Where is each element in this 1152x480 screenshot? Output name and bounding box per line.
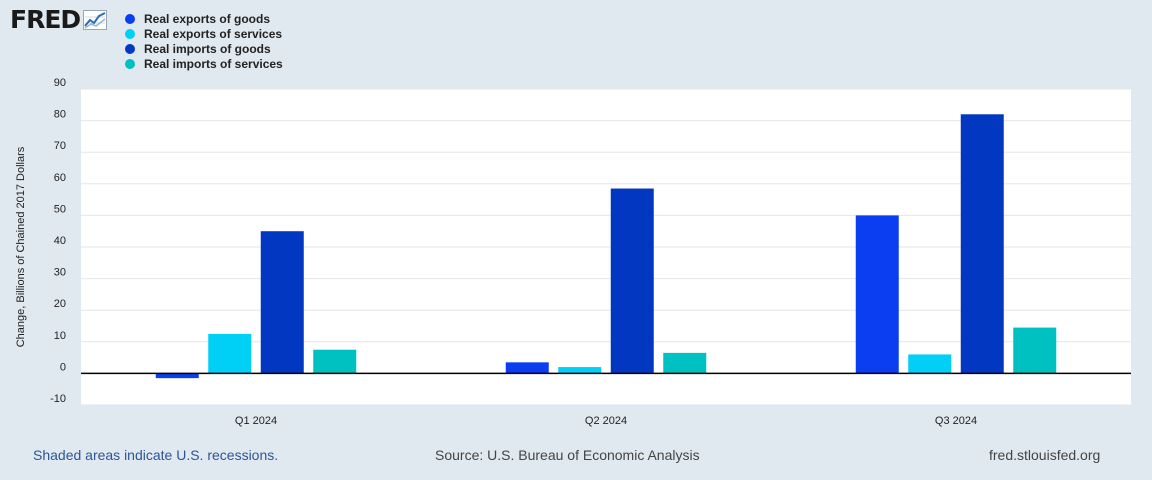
legend-item[interactable]: Real imports of goods (125, 41, 283, 56)
legend-label: Real imports of goods (144, 41, 271, 56)
bar (908, 354, 952, 374)
chart-legend: Real exports of goods Real exports of ser… (125, 11, 283, 71)
bar (610, 188, 654, 374)
y-tick-label: 10 (54, 330, 66, 342)
bar (208, 333, 252, 374)
site-link[interactable]: fred.stlouisfed.org (989, 447, 1101, 463)
legend-item[interactable]: Real exports of services (125, 26, 283, 41)
bar (1013, 327, 1057, 374)
y-tick-label: 0 (60, 361, 66, 373)
y-tick-label: 30 (54, 267, 66, 279)
y-tick-label: 70 (54, 140, 66, 152)
y-tick-label: 80 (54, 109, 66, 121)
y-tick-label: 20 (54, 298, 66, 310)
y-tick-label: 50 (54, 203, 66, 215)
bar (855, 215, 899, 374)
bar (313, 349, 357, 374)
legend-swatch (125, 13, 135, 24)
bar (505, 362, 549, 374)
bar (155, 373, 199, 379)
legend-label: Real exports of services (144, 26, 283, 41)
recession-note: Shaded areas indicate U.S. recessions. (33, 447, 279, 463)
legend-swatch (125, 43, 135, 54)
legend-item[interactable]: Real imports of services (125, 56, 283, 71)
bar (960, 114, 1004, 374)
legend-label: Real imports of services (144, 56, 283, 71)
legend-swatch (125, 58, 135, 69)
y-tick-label: 60 (54, 172, 66, 184)
logo-text: FRED (10, 5, 81, 34)
y-tick-label: -10 (50, 393, 66, 405)
trend-line-chart-icon (83, 10, 108, 30)
fred-logo[interactable]: FRED (10, 5, 108, 34)
bar (663, 352, 707, 374)
bar (260, 231, 304, 374)
legend-label: Real exports of goods (144, 11, 271, 26)
legend-swatch (125, 28, 135, 39)
bar (558, 367, 602, 374)
x-tick-label: Q3 2024 (935, 415, 977, 427)
legend-item[interactable]: Real exports of goods (125, 11, 283, 26)
y-tick-label: 40 (54, 235, 66, 247)
x-tick-label: Q1 2024 (235, 415, 277, 427)
source-note: Source: U.S. Bureau of Economic Analysis (435, 447, 700, 463)
y-tick-label: 90 (54, 77, 66, 89)
x-tick-label: Q2 2024 (585, 415, 627, 427)
